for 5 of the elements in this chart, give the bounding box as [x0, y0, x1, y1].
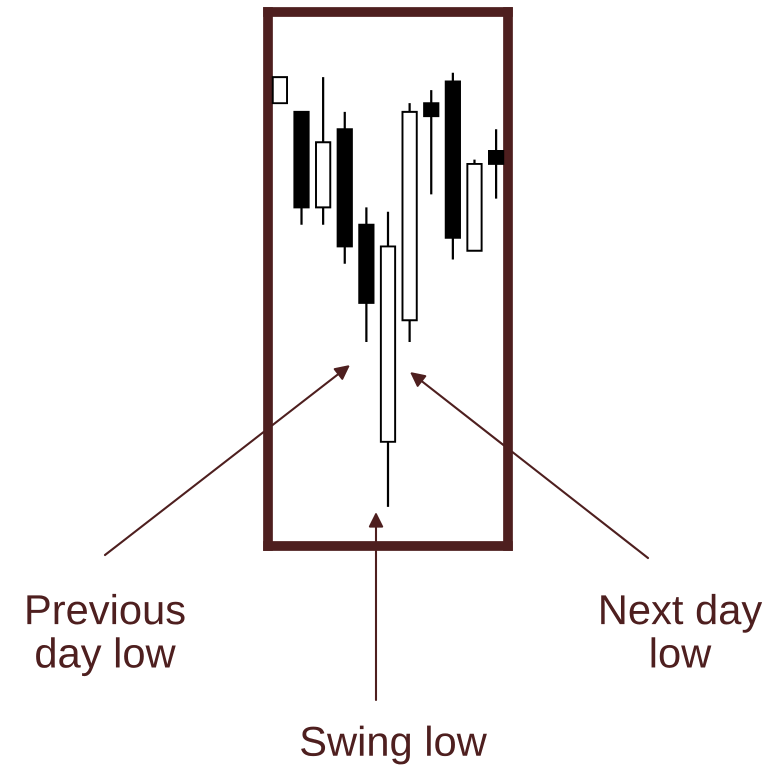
text: Next day low	[601, 594, 762, 668]
text: Swing low	[301, 726, 487, 764]
candlestick	[423, 89, 440, 196]
text: Previous day low	[27, 594, 185, 676]
candlestick	[488, 128, 504, 200]
